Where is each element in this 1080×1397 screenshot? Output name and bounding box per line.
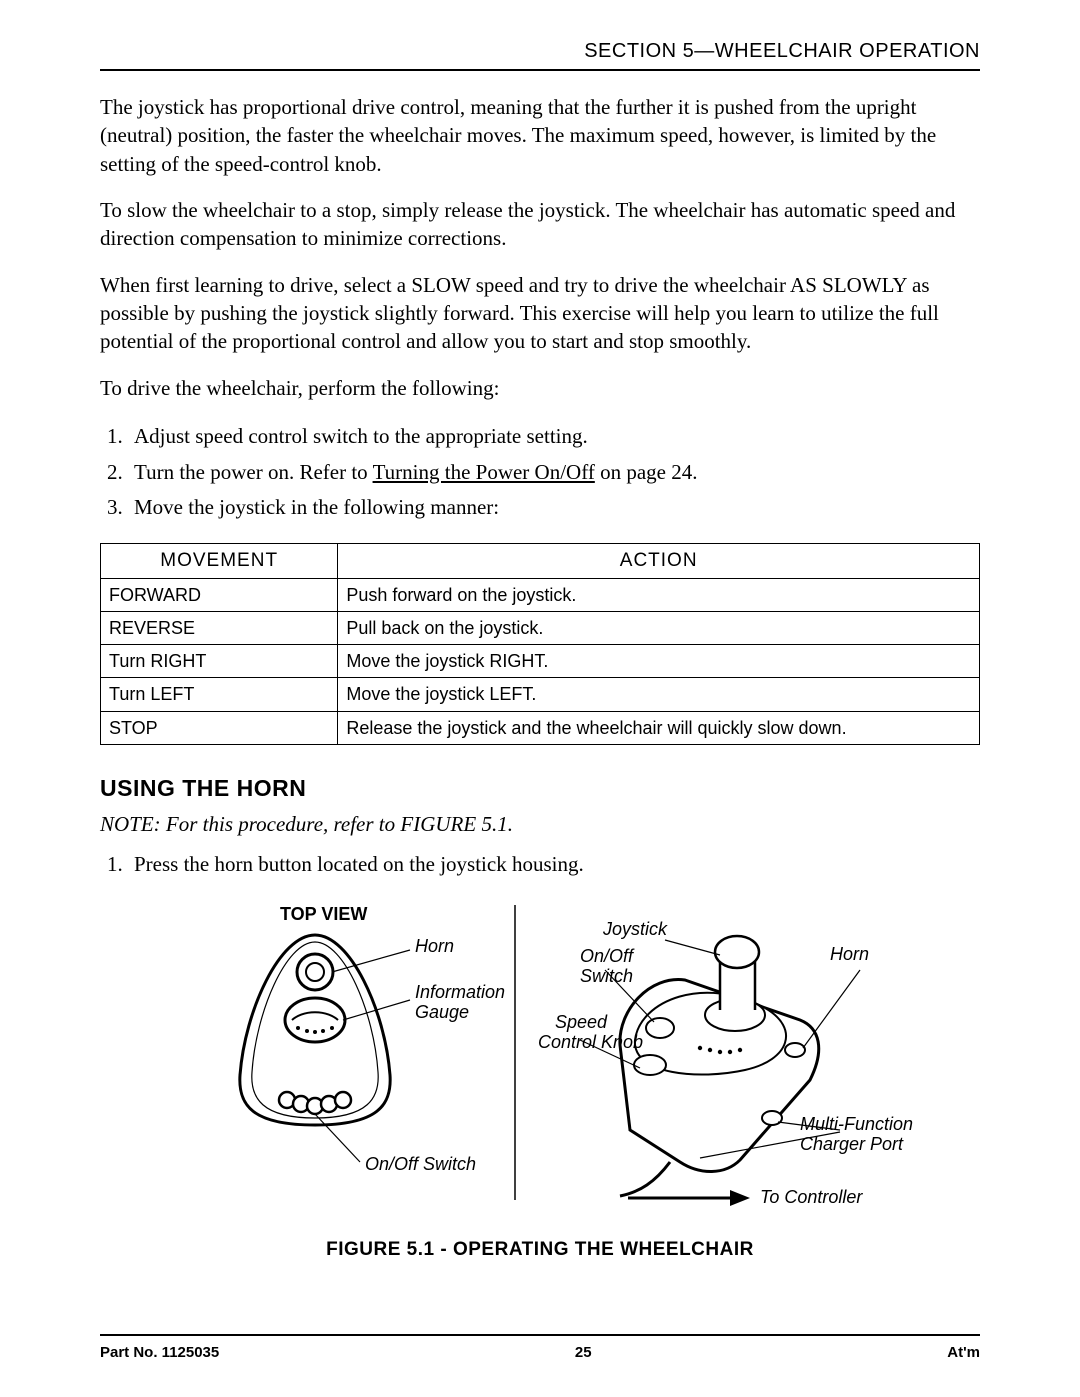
- steps-list: Adjust speed control switch to the appro…: [100, 420, 980, 525]
- cell-action: Push forward on the joystick.: [338, 578, 980, 611]
- cell-action: Pull back on the joystick.: [338, 611, 980, 644]
- label-onoff-1: On/Off: [580, 946, 635, 966]
- joystick-perspective-icon: [620, 936, 819, 1196]
- cell-movement: REVERSE: [101, 611, 338, 644]
- footer-part-no: Part No. 1125035: [100, 1344, 219, 1361]
- cell-movement: FORWARD: [101, 578, 338, 611]
- label-speed-1: Speed: [555, 1012, 608, 1032]
- paragraph-2: To slow the wheelchair to a stop, simply…: [100, 196, 980, 253]
- step-2-link[interactable]: Turning the Power On/Off: [373, 460, 595, 484]
- figure-caption: FIGURE 5.1 - OPERATING THE WHEELCHAIR: [100, 1237, 980, 1263]
- label-to-controller: To Controller: [760, 1187, 863, 1207]
- paragraph-1: The joystick has proportional drive cont…: [100, 93, 980, 178]
- table-row: FORWARDPush forward on the joystick.: [101, 578, 980, 611]
- cell-movement: Turn LEFT: [101, 678, 338, 711]
- label-horn-top: Horn: [415, 936, 454, 956]
- label-multi-1: Multi-Function: [800, 1114, 913, 1134]
- horn-steps: Press the horn button located on the joy…: [100, 848, 980, 882]
- movement-table: MOVEMENT ACTION FORWARDPush forward on t…: [100, 543, 980, 745]
- page: SECTION 5—WHEELCHAIR OPERATION The joyst…: [0, 0, 1080, 1397]
- table-header-movement: MOVEMENT: [101, 543, 338, 578]
- label-speed-2: Control Knob: [538, 1032, 643, 1052]
- footer-page-number: 25: [575, 1344, 592, 1361]
- arrow-right-icon: [730, 1190, 750, 1206]
- label-info-gauge-1: Information: [415, 982, 505, 1002]
- cell-movement: Turn RIGHT: [101, 645, 338, 678]
- info-gauge-icon: [285, 998, 345, 1042]
- table-row: Turn LEFTMove the joystick LEFT.: [101, 678, 980, 711]
- label-info-gauge-2: Gauge: [415, 1002, 469, 1022]
- table-row: STOPRelease the joystick and the wheelch…: [101, 711, 980, 744]
- step-2-pre: Turn the power on. Refer to: [134, 460, 373, 484]
- header-rule: [100, 69, 980, 71]
- label-onoff-switch: On/Off Switch: [365, 1154, 476, 1174]
- label-onoff-2: Switch: [580, 966, 633, 986]
- paragraph-4: To drive the wheelchair, perform the fol…: [100, 374, 980, 402]
- step-2: Turn the power on. Refer to Turning the …: [128, 456, 980, 490]
- figure-svg: TOP VIEW: [160, 900, 920, 1220]
- step-2-post: on page 24.: [595, 460, 698, 484]
- table-header-action: ACTION: [338, 543, 980, 578]
- table-header-row: MOVEMENT ACTION: [101, 543, 980, 578]
- label-joystick: Joystick: [602, 919, 668, 939]
- table-body: FORWARDPush forward on the joystick. REV…: [101, 578, 980, 744]
- body-text: The joystick has proportional drive cont…: [100, 93, 980, 1263]
- top-view-label: TOP VIEW: [280, 904, 367, 924]
- horn-heading: USING THE HORN: [100, 773, 980, 804]
- cell-action: Move the joystick RIGHT.: [338, 645, 980, 678]
- table-row: Turn RIGHTMove the joystick RIGHT.: [101, 645, 980, 678]
- footer: Part No. 1125035 25 At'm: [100, 1334, 980, 1361]
- figure-5-1: TOP VIEW: [100, 900, 980, 1263]
- label-horn-right: Horn: [830, 944, 869, 964]
- cell-action: Release the joystick and the wheelchair …: [338, 711, 980, 744]
- step-3: Move the joystick in the following manne…: [128, 491, 980, 525]
- label-multi-2: Charger Port: [800, 1134, 904, 1154]
- paragraph-3: When first learning to drive, select a S…: [100, 271, 980, 356]
- horn-note: NOTE: For this procedure, refer to FIGUR…: [100, 810, 980, 838]
- footer-model: At'm: [947, 1344, 980, 1361]
- horn-step-1: Press the horn button located on the joy…: [128, 848, 980, 882]
- table-row: REVERSEPull back on the joystick.: [101, 611, 980, 644]
- step-1: Adjust speed control switch to the appro…: [128, 420, 980, 454]
- header-section-label: SECTION 5—WHEELCHAIR OPERATION: [100, 40, 980, 69]
- cell-movement: STOP: [101, 711, 338, 744]
- cell-action: Move the joystick LEFT.: [338, 678, 980, 711]
